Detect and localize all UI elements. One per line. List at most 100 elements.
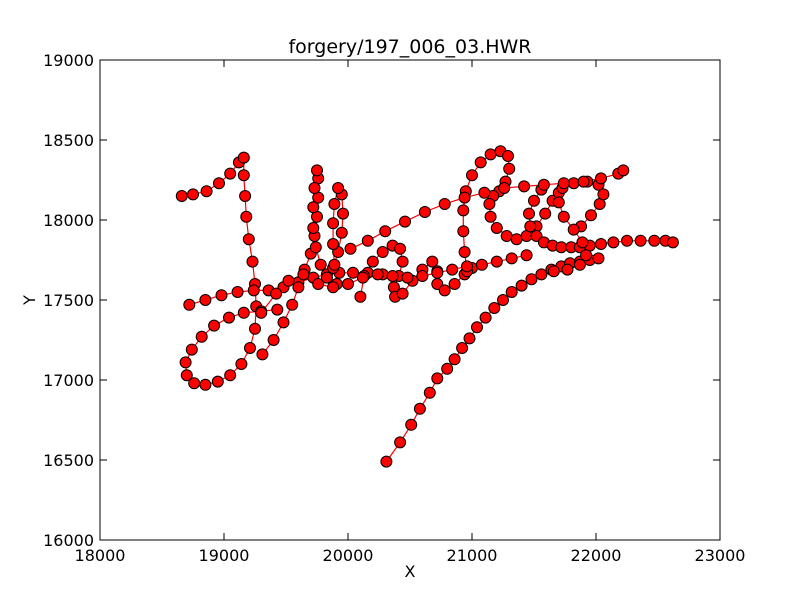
x-tick-label: 23000 [695,546,746,565]
data-point [666,236,679,249]
data-point [344,242,357,255]
x-tick-label: 22000 [571,546,622,565]
data-point [215,289,228,302]
data-point [394,436,407,449]
data-point [231,286,244,298]
data-point [475,258,488,271]
y-axis-label: Y [20,295,39,306]
data-point [471,321,483,334]
data-point [595,172,607,185]
data-point [271,303,284,316]
data-point [188,377,201,390]
y-tick-label: 17500 [43,291,94,310]
data-point [399,215,411,228]
data-point [438,284,451,297]
data-point [458,191,471,204]
data-point [270,287,283,300]
y-axis-ticks: 16000 16500 17000 17500 18000 18500 19000 [43,51,720,550]
data-point [448,353,461,366]
y-tick-label: 16000 [43,531,94,550]
data-point [478,186,491,199]
data-point [595,238,607,250]
y-tick-label: 18000 [43,211,94,230]
data-point [547,265,560,278]
data-point [426,255,439,268]
data-point [292,281,305,294]
x-tick-label: 21000 [447,546,498,565]
data-point [224,369,237,382]
x-tick-label: 18000 [75,546,126,565]
data-point [520,249,533,262]
data-point [561,263,574,276]
data-point [328,258,341,271]
data-point [240,210,253,223]
data-point [617,164,630,177]
data-point [386,270,399,282]
data-point [577,175,590,188]
data-point [510,233,523,246]
data-point [213,177,225,190]
data-point [505,252,518,265]
data-point [199,294,212,306]
data-point [458,246,471,258]
data-point [648,234,661,247]
y-tick-label: 17000 [43,371,94,390]
data-point [380,455,393,468]
data-marks [175,145,679,468]
data-point [199,378,212,391]
data-point [297,268,310,281]
data-point [483,198,496,210]
data-point [555,241,568,254]
data-point [498,182,511,194]
data-point [244,342,256,354]
data-point [366,255,379,268]
data-point [394,242,407,255]
data-point [528,194,540,207]
data-point [354,290,367,303]
data-point [457,204,470,217]
data-point [585,209,597,222]
data-point [179,356,192,369]
data-point [175,190,188,202]
data-point [335,226,348,239]
data-point [446,263,459,276]
data-point [379,225,392,238]
x-tick-label: 19000 [199,546,250,565]
data-point [308,182,321,194]
data-point [463,332,476,345]
x-axis-label: X [405,562,416,581]
data-point [185,343,198,356]
data-point [580,249,593,262]
y-tick-label: 19000 [43,51,94,70]
data-point [474,156,487,169]
data-point [484,210,497,223]
data-point [246,255,259,268]
data-point [466,169,478,182]
plot-frame [99,59,721,541]
data-point [277,316,290,329]
data-point [524,220,537,233]
data-point [503,162,516,175]
data-point [535,268,548,281]
data-point [314,258,327,271]
data-point [576,236,589,249]
data-point [256,348,269,361]
data-point [286,298,299,311]
data-point [621,234,633,247]
data-point [376,246,389,258]
data-point [282,274,295,287]
data-point [307,222,320,234]
data-point [557,210,570,223]
data-point [515,279,528,292]
data-point [327,217,340,230]
data-point [242,233,255,246]
data-point [537,178,550,191]
data-point [567,223,580,236]
data-point [312,278,325,290]
data-point [183,298,196,311]
data-point [479,311,492,324]
data-point [208,319,221,332]
data-point [634,234,647,247]
data-point [347,266,359,279]
